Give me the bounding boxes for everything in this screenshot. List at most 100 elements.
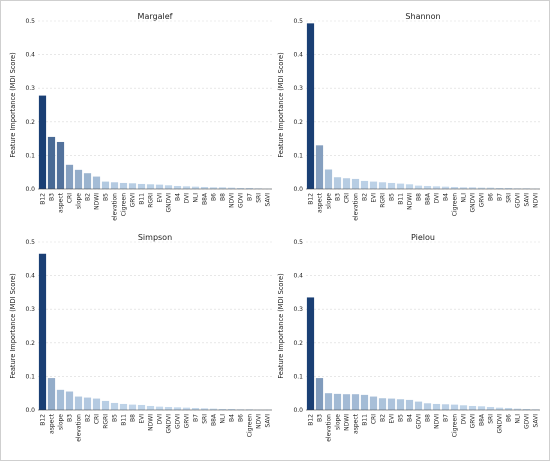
- bar-b12: [307, 23, 314, 189]
- bar-aspect: [48, 378, 55, 410]
- bar-b8: [424, 403, 431, 410]
- x-tick-label: Cigreen: [452, 193, 459, 216]
- x-tick-label: aspect: [49, 413, 56, 434]
- x-tick-label: GDVI: [175, 414, 182, 429]
- x-tick-label: GNDVI: [166, 193, 173, 213]
- x-tick-label: B6: [506, 414, 513, 422]
- bar-ndwi: [147, 406, 154, 410]
- x-tick-label: SRI: [506, 193, 513, 203]
- bar-aspect: [57, 142, 64, 189]
- bar-gndvi: [165, 185, 172, 189]
- y-tick-label: 0.5: [25, 18, 35, 25]
- x-tick-label: B3: [67, 414, 74, 422]
- x-tick-label: EVI: [139, 414, 146, 424]
- y-tick-label: 0.0: [293, 186, 303, 193]
- bar-slope: [334, 394, 341, 410]
- x-tick-label: NDWI: [407, 193, 414, 210]
- x-tick-label: NLI: [220, 414, 227, 424]
- x-tick-label: B2: [85, 414, 92, 422]
- bar-cigreen: [451, 405, 458, 410]
- chart-title: Simpson: [138, 233, 172, 242]
- bar-b3: [316, 378, 323, 410]
- bar-b8a: [478, 406, 485, 410]
- y-tick-label: 0.4: [293, 52, 303, 59]
- x-tick-label: elevation: [76, 414, 83, 442]
- x-tick-label: NDVI: [434, 414, 441, 429]
- x-tick-label: GDVI: [416, 414, 423, 429]
- x-tick-label: elevation: [326, 414, 333, 442]
- bar-evi: [370, 182, 377, 189]
- bar-rgri: [147, 184, 154, 189]
- x-tick-label: B4: [407, 414, 414, 422]
- bar-cri: [370, 397, 377, 410]
- x-tick-label: B2: [85, 193, 92, 201]
- bar-b8a: [201, 187, 208, 189]
- bar-grvi: [469, 406, 476, 410]
- x-tick-label: B8: [130, 414, 137, 422]
- x-tick-label: NDVI: [533, 193, 540, 208]
- x-tick-label: aspect: [353, 413, 360, 434]
- x-tick-label: GRVI: [470, 414, 477, 429]
- x-tick-label: B8: [425, 414, 432, 422]
- bar-dvi: [433, 186, 440, 189]
- bar-b3: [334, 177, 341, 189]
- x-tick-label: EVI: [371, 193, 378, 203]
- bar-gdvi: [415, 402, 422, 410]
- bar-b5: [102, 182, 109, 189]
- x-tick-label: GRVI: [130, 193, 137, 208]
- bar-slope: [75, 170, 82, 189]
- x-tick-label: GDVI: [238, 193, 245, 208]
- bar-b12: [307, 297, 314, 410]
- y-tick-label: 0.4: [25, 52, 35, 59]
- bar-slope: [325, 170, 332, 189]
- bar-b4: [406, 400, 413, 410]
- bar-b7: [442, 404, 449, 410]
- bar-cigreen: [451, 187, 458, 189]
- y-axis-label: Feature Importance (MDI Score): [9, 273, 17, 378]
- x-tick-label: DVI: [434, 193, 441, 204]
- x-tick-label: B11: [139, 193, 146, 205]
- x-tick-label: B7: [247, 193, 254, 201]
- bar-elevation: [352, 179, 359, 189]
- bar-evi: [138, 405, 145, 410]
- bar-b11: [138, 184, 145, 189]
- bar-b2: [84, 398, 91, 410]
- x-tick-label: GRVI: [479, 193, 486, 208]
- y-tick-label: 0.5: [25, 239, 35, 246]
- bar-dvi: [156, 407, 163, 410]
- y-tick-label: 0.2: [293, 119, 303, 126]
- bar-b8: [415, 186, 422, 189]
- x-tick-label: GNDVI: [470, 193, 477, 213]
- x-tick-label: SAVI: [265, 193, 272, 207]
- x-tick-label: B3: [49, 193, 56, 201]
- x-tick-label: NLI: [193, 193, 200, 203]
- x-tick-label: B11: [398, 193, 405, 205]
- x-tick-label: B7: [497, 193, 504, 201]
- x-tick-label: elevation: [112, 193, 119, 221]
- x-tick-label: RGRI: [148, 193, 155, 208]
- x-tick-label: B8A: [479, 413, 486, 426]
- x-tick-label: slope: [326, 193, 333, 209]
- bar-ndwi: [406, 184, 413, 189]
- bar-sri: [487, 407, 494, 410]
- bar-b3: [48, 137, 55, 189]
- bar-b7: [192, 408, 199, 410]
- x-tick-label: B4: [229, 414, 236, 422]
- y-tick-label: 0.0: [293, 407, 303, 414]
- x-tick-label: B12: [40, 193, 47, 205]
- x-tick-label: CRI: [94, 414, 101, 424]
- x-tick-label: SRI: [256, 193, 263, 203]
- x-tick-label: B4: [443, 193, 450, 201]
- x-tick-label: B8: [220, 193, 227, 201]
- bar-b12: [39, 96, 46, 189]
- y-axis-label: Feature Importance (MDI Score): [277, 52, 285, 157]
- x-tick-label: B8A: [211, 413, 218, 426]
- bar-ndvi: [433, 404, 440, 410]
- y-tick-label: 0.0: [25, 407, 35, 414]
- bar-dvi: [460, 405, 467, 410]
- bar-evi: [388, 399, 395, 410]
- y-tick-label: 0.4: [25, 273, 35, 280]
- bar-dvi: [183, 186, 190, 189]
- bar-evi: [156, 185, 163, 189]
